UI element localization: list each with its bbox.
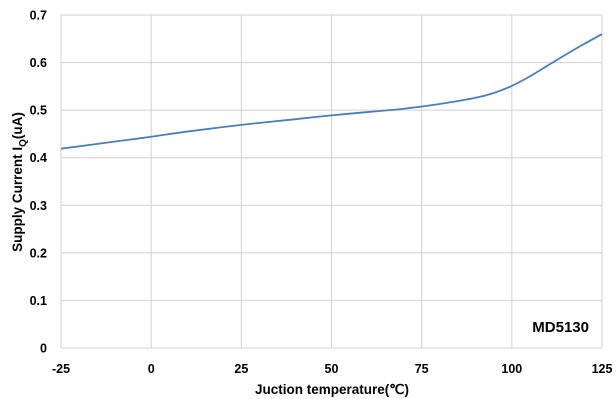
part-number-annotation: MD5130 — [532, 319, 589, 336]
x-tick-label: 100 — [501, 362, 522, 376]
y-tick-label: 0.5 — [30, 104, 47, 118]
y-axis-label-unit: (uA) — [10, 112, 25, 139]
y-axis-label-subscript: Q — [18, 139, 29, 147]
y-axis-label-main: Supply Current I — [10, 147, 25, 252]
x-tick-label: 75 — [415, 362, 429, 376]
grid-lines — [60, 14, 603, 349]
y-tick-labels: 0 0.1 0.2 0.3 0.4 0.5 0.6 0.7 — [30, 9, 47, 356]
x-tick-label: 50 — [325, 362, 339, 376]
y-tick-label: 0.1 — [30, 294, 47, 308]
x-tick-label: 125 — [592, 362, 613, 376]
y-tick-label: 0.2 — [30, 246, 47, 260]
x-tick-label: 0 — [148, 362, 155, 376]
series-line — [60, 33, 603, 150]
y-axis-label: Supply Current IQ(uA) — [10, 112, 29, 252]
x-axis-label: Juction temperature(℃) — [255, 382, 409, 397]
x-tick-label: -25 — [52, 362, 70, 376]
x-tick-label: 25 — [234, 362, 248, 376]
series-group — [60, 33, 603, 150]
x-tick-labels: -25 0 25 50 75 100 125 — [52, 362, 613, 376]
y-tick-label: 0 — [40, 342, 47, 356]
y-tick-label: 0.4 — [30, 151, 47, 165]
y-tick-label: 0.7 — [30, 9, 47, 23]
y-tick-label: 0.6 — [30, 56, 47, 70]
y-tick-label: 0.3 — [30, 199, 47, 213]
